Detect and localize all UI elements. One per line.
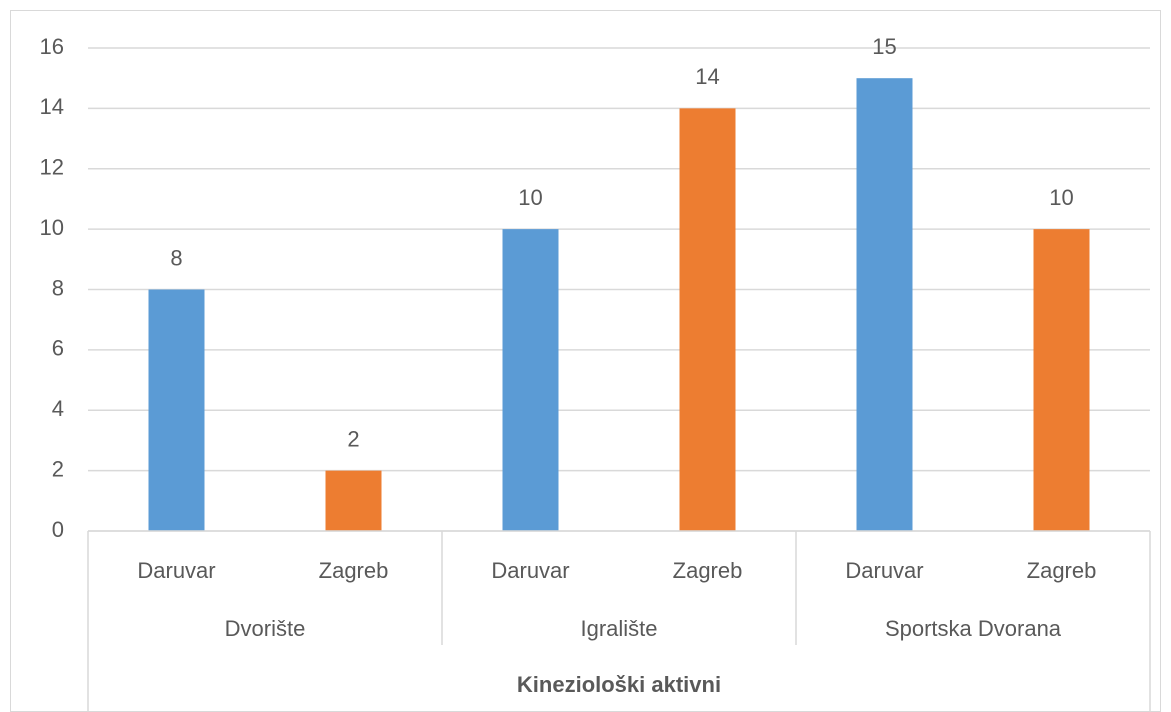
x-tick-label: Daruvar	[137, 558, 215, 583]
y-tick-label: 10	[40, 215, 64, 240]
bar	[1033, 229, 1090, 531]
data-label: 8	[170, 245, 182, 270]
y-tick-label: 14	[40, 94, 64, 119]
data-label: 2	[347, 426, 359, 451]
y-tick-label: 16	[40, 34, 64, 59]
y-tick-label: 2	[52, 456, 64, 481]
x-axis-label: Kineziološki aktivni	[517, 672, 721, 697]
y-tick-label: 0	[52, 517, 64, 542]
y-tick-label: 12	[40, 155, 64, 180]
x-tick-label: Daruvar	[491, 558, 569, 583]
x-tick-label: Zagreb	[1027, 558, 1097, 583]
bar	[856, 78, 913, 531]
y-tick-label: 8	[52, 275, 64, 300]
group-label: Dvorište	[225, 616, 306, 641]
bar	[325, 470, 382, 531]
group-label: Igralište	[580, 616, 657, 641]
data-label: 14	[695, 64, 719, 89]
data-label: 15	[872, 34, 896, 59]
data-label: 10	[1049, 185, 1073, 210]
group-label: Sportska Dvorana	[885, 616, 1062, 641]
x-tick-label: Daruvar	[845, 558, 923, 583]
bar	[148, 289, 205, 531]
y-tick-label: 4	[52, 396, 64, 421]
x-tick-label: Zagreb	[673, 558, 743, 583]
bar	[502, 229, 559, 531]
bar	[679, 108, 736, 531]
data-label: 10	[518, 185, 542, 210]
y-tick-label: 6	[52, 336, 64, 361]
x-tick-label: Zagreb	[319, 558, 389, 583]
